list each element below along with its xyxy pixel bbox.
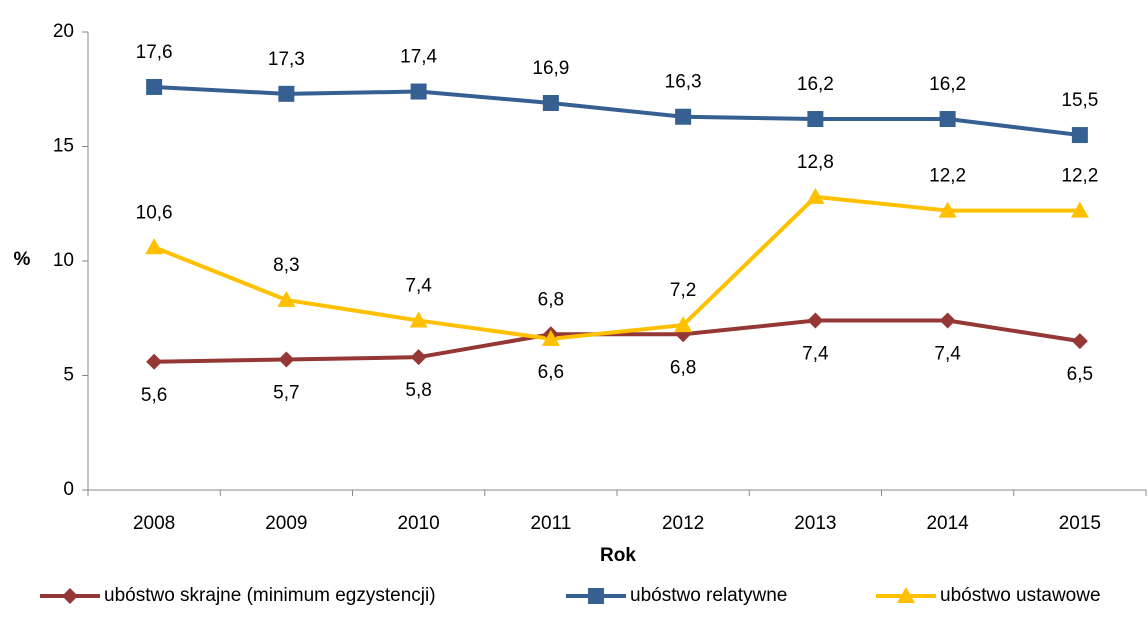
marker <box>542 94 559 111</box>
legend-label: ubóstwo skrajne (minimum egzystencji) <box>104 585 436 606</box>
legend-label: ubóstwo ustawowe <box>940 585 1101 606</box>
marker <box>145 238 164 255</box>
marker <box>1071 127 1088 144</box>
series-line <box>154 318 1081 364</box>
marker <box>939 312 956 329</box>
marker <box>410 349 427 366</box>
series-line <box>154 84 1081 138</box>
x-tick-label: 2008 <box>133 513 175 534</box>
marker <box>1070 201 1089 218</box>
y-tick-label: 5 <box>63 365 74 386</box>
x-axis-title: Rok <box>600 545 636 566</box>
data-label: 17,3 <box>268 49 305 70</box>
marker <box>807 111 824 128</box>
data-label: 17,6 <box>136 42 173 63</box>
marker <box>806 187 825 204</box>
series-line <box>153 194 1080 341</box>
data-label: 12,2 <box>929 166 966 187</box>
marker <box>674 316 693 333</box>
x-tick-label: 2013 <box>794 513 836 534</box>
data-label: 7,4 <box>802 344 829 365</box>
data-label: 5,7 <box>273 382 299 403</box>
marker <box>409 311 428 328</box>
y-tick-label: 0 <box>63 479 74 500</box>
marker <box>146 78 163 95</box>
data-label: 10,6 <box>136 202 173 223</box>
data-label: 6,8 <box>670 357 696 378</box>
y-axis-title: % <box>14 249 31 270</box>
marker <box>1071 333 1088 350</box>
x-tick-label: 2015 <box>1059 513 1101 534</box>
y-tick-label: 15 <box>53 136 74 157</box>
marker <box>278 351 295 368</box>
x-tick-label: 2010 <box>397 513 439 534</box>
marker <box>410 83 427 100</box>
data-label: 7,4 <box>405 276 432 297</box>
data-label: 16,2 <box>929 74 966 95</box>
legend-label: ubóstwo relatywne <box>630 585 787 606</box>
data-label: 15,5 <box>1061 90 1098 111</box>
data-label: 6,6 <box>538 362 564 383</box>
x-tick-label: 2011 <box>530 513 571 534</box>
data-label: 5,6 <box>141 385 167 406</box>
marker <box>278 85 295 102</box>
data-label: 6,8 <box>538 289 564 310</box>
marker <box>588 588 604 604</box>
y-tick-label: 20 <box>53 21 74 42</box>
marker <box>938 201 957 218</box>
marker <box>807 312 824 329</box>
marker <box>62 588 78 604</box>
x-tick-label: 2014 <box>926 513 969 534</box>
data-label: 12,8 <box>797 152 834 173</box>
data-label: 5,8 <box>405 380 431 401</box>
marker <box>939 111 956 128</box>
data-label: 12,2 <box>1061 166 1098 187</box>
data-label: 17,4 <box>400 47 437 68</box>
data-label: 16,3 <box>665 72 702 93</box>
y-tick-label: 10 <box>53 250 74 271</box>
x-tick-label: 2009 <box>265 513 307 534</box>
marker <box>675 108 692 125</box>
data-label: 7,2 <box>670 280 696 301</box>
data-label: 7,4 <box>934 344 961 365</box>
marker <box>897 587 915 603</box>
data-label: 8,3 <box>273 255 299 276</box>
marker <box>277 290 296 307</box>
data-label: 16,2 <box>797 74 834 95</box>
x-tick-label: 2012 <box>662 513 704 534</box>
marker <box>146 353 163 370</box>
data-label: 6,5 <box>1067 364 1093 385</box>
marker <box>541 329 560 346</box>
data-label: 16,9 <box>532 58 569 79</box>
